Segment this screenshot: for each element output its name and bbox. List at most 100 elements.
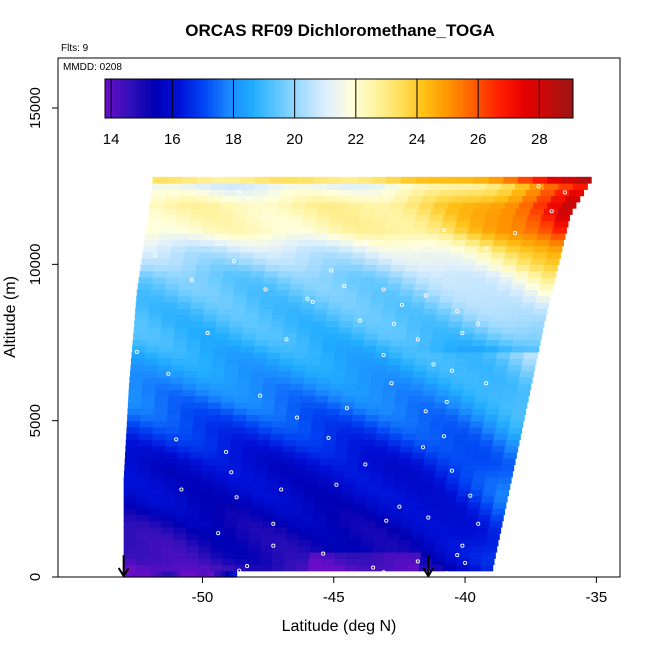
curtain-cell	[173, 233, 188, 240]
curtain-cell	[512, 339, 527, 347]
curtain-cell	[480, 564, 494, 572]
curtain-cell	[284, 426, 299, 434]
curtain-cell	[323, 333, 338, 340]
curtain-cell	[165, 439, 179, 447]
curtain-cell	[418, 414, 433, 422]
curtain-cell	[379, 251, 394, 259]
curtain-cell	[447, 470, 462, 478]
curtain-cell	[268, 183, 284, 190]
curtain-cell	[129, 370, 145, 378]
curtain-cell	[236, 533, 250, 541]
curtain-cell	[393, 320, 408, 328]
curtain-cell	[237, 508, 252, 516]
curtain-cell	[414, 514, 428, 522]
curtain-cell	[406, 483, 421, 491]
curtain-cell	[493, 501, 507, 509]
curtain-cell	[235, 389, 250, 397]
curtain-cell	[190, 301, 206, 309]
colorbar-tick-labels: 14 16 18 20 22 24 26 28	[103, 131, 548, 148]
curtain-cell	[335, 539, 349, 547]
curtain-cell	[319, 464, 333, 472]
curtain-cell	[158, 358, 173, 365]
curtain-cell	[174, 501, 188, 509]
curtain-cell	[518, 176, 534, 184]
curtain-cell	[353, 239, 369, 247]
curtain-cell	[189, 220, 204, 228]
flight-endpoint-arrows	[117, 555, 435, 578]
curtain-cell	[237, 514, 251, 522]
curtain-cell	[442, 501, 456, 509]
curtain-cell	[385, 289, 400, 297]
sample-point	[381, 352, 386, 358]
curtain-cell	[365, 414, 380, 422]
curtain-cell	[161, 570, 166, 578]
colorbar-segment	[473, 79, 477, 118]
curtain-cell	[343, 476, 357, 484]
curtain-cell	[473, 401, 488, 409]
curtain-cell	[482, 489, 497, 497]
curtain-cell	[490, 314, 505, 322]
curtain-cell	[370, 464, 385, 472]
curtain-cell	[319, 358, 335, 365]
curtain-cell	[165, 570, 170, 578]
curtain-cell	[191, 570, 196, 578]
curtain-cell	[143, 370, 158, 378]
curtain-cell	[426, 445, 440, 453]
curtain-cell	[511, 283, 526, 290]
colorbar-segment	[151, 79, 156, 118]
curtain-cell	[411, 533, 425, 541]
curtain-cell	[199, 245, 214, 253]
curtain-cell	[461, 258, 476, 265]
curtain-cell	[249, 201, 264, 209]
curtain-cell	[158, 351, 173, 359]
colorbar-segment	[285, 79, 290, 118]
curtain-cell	[381, 476, 396, 484]
curtain-cell	[123, 526, 137, 534]
curtain-cell	[262, 514, 277, 522]
curtain-cell	[429, 501, 443, 509]
curtain-cell	[147, 320, 163, 328]
curtain-cell	[234, 558, 248, 566]
curtain-cell	[355, 483, 369, 491]
curtain-cell	[131, 570, 136, 578]
curtain-cell	[347, 445, 362, 453]
curtain-cell	[275, 208, 291, 215]
curtain-cell	[212, 351, 227, 359]
curtain-cell	[372, 283, 388, 290]
curtain-cell	[289, 283, 305, 290]
curtain-cell	[297, 426, 312, 434]
curtain-cell	[209, 189, 225, 197]
curtain-cell	[410, 458, 425, 466]
curtain-cell	[353, 401, 368, 409]
curtain-cell	[134, 570, 140, 578]
curtain-cell	[452, 370, 467, 378]
colorbar-segment	[251, 79, 256, 118]
curtain-cell	[376, 339, 392, 347]
curtain-cell	[406, 326, 421, 334]
curtain-cell	[354, 308, 370, 315]
curtain-cell	[364, 508, 379, 516]
curtain-cell	[308, 564, 322, 572]
curtain-cell	[383, 464, 398, 472]
curtain-cell	[454, 501, 469, 509]
y-tick-label-15000: 15000	[27, 87, 44, 129]
curtain-cell	[316, 214, 332, 222]
curtain-cell	[281, 251, 297, 259]
curtain-cell	[279, 195, 295, 203]
curtain-cell	[251, 489, 266, 497]
curtain-cell	[467, 364, 482, 372]
curtain-cell	[495, 489, 509, 497]
curtain-cell	[465, 514, 479, 522]
curtain-cell	[186, 339, 202, 347]
curtain-cell	[473, 208, 488, 215]
curtain-cell	[465, 301, 481, 309]
curtain-cell	[455, 564, 469, 572]
curtain-cell	[149, 470, 164, 478]
curtain-cell	[398, 451, 413, 459]
curtain-cell	[329, 383, 344, 391]
curtain-cell	[313, 233, 328, 240]
curtain-cell	[147, 326, 162, 334]
curtain-cell	[428, 283, 443, 290]
colorbar-segment	[454, 79, 459, 118]
curtain-cell	[277, 376, 292, 384]
